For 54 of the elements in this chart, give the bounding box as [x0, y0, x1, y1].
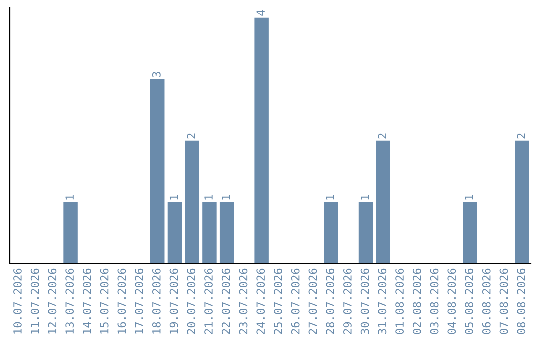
x-tick-label: 24.07.2026	[256, 268, 266, 334]
x-tick-label: 31.07.2026	[378, 268, 387, 334]
data-label: 1	[361, 195, 370, 200]
x-tick-label: 28.07.2026	[326, 268, 335, 334]
x-tick-label: 17.07.2026	[135, 268, 144, 334]
x-tick-label: 15.07.2026	[100, 268, 109, 334]
bar	[64, 202, 78, 264]
bar	[463, 202, 478, 264]
data-label: 1	[204, 195, 213, 200]
data-label: 4	[256, 10, 265, 16]
data-label: 3	[152, 72, 161, 78]
x-tick-label: 01.08.2026	[396, 268, 404, 334]
x-tick-label: 29.07.2026	[344, 268, 352, 334]
x-tick-label: 20.07.2026	[187, 268, 196, 334]
x-tick-label: 03.08.2026	[430, 268, 439, 334]
x-tick-label: 05.08.2026	[465, 268, 474, 334]
x-tick-label: 13.07.2026	[66, 268, 74, 334]
bar	[515, 140, 530, 264]
bar	[185, 140, 200, 264]
bar	[220, 202, 234, 264]
x-tick-label: 27.07.2026	[308, 268, 318, 334]
data-label: 2	[378, 134, 386, 139]
data-label: 1	[326, 195, 334, 200]
data-label: 1	[170, 195, 178, 200]
x-tick-label: 04.08.2026	[448, 268, 456, 334]
x-tick-label: 08.08.2026	[517, 268, 526, 334]
x-tick-label: 18.07.2026	[152, 268, 161, 334]
bar	[202, 202, 217, 264]
x-tick-label: 12.07.2026	[48, 268, 57, 334]
x-tick-label: 21.07.2026	[204, 268, 213, 334]
bar	[254, 18, 269, 264]
x-tick-label: 22.07.2026	[222, 268, 230, 334]
data-label: 1	[66, 195, 74, 200]
bar	[324, 202, 338, 264]
data-label: 1	[222, 195, 230, 200]
bar	[150, 79, 165, 264]
x-tick-label: 10.07.2026	[14, 268, 22, 334]
x-tick-label: 14.07.2026	[83, 268, 92, 334]
bar	[358, 202, 374, 264]
data-label: 2	[517, 134, 526, 139]
x-tick-label: 11.07.2026	[30, 268, 40, 334]
data-label: 1	[465, 195, 474, 200]
bar	[168, 202, 182, 264]
x-tick-label: 23.07.2026	[239, 268, 248, 334]
x-tick-label: 02.08.2026	[412, 268, 422, 334]
x-tick-label: 30.07.2026	[360, 268, 370, 334]
x-tick-label: 19.07.2026	[170, 268, 178, 334]
bar	[376, 140, 391, 264]
data-label: 2	[187, 134, 196, 139]
x-tick-label: 07.08.2026	[500, 268, 508, 334]
x-tick-label: 06.08.2026	[482, 268, 491, 334]
x-tick-label: 25.07.2026	[274, 268, 282, 334]
x-tick-label: 16.07.2026	[118, 268, 126, 334]
x-tick-label: 26.07.2026	[291, 268, 300, 334]
